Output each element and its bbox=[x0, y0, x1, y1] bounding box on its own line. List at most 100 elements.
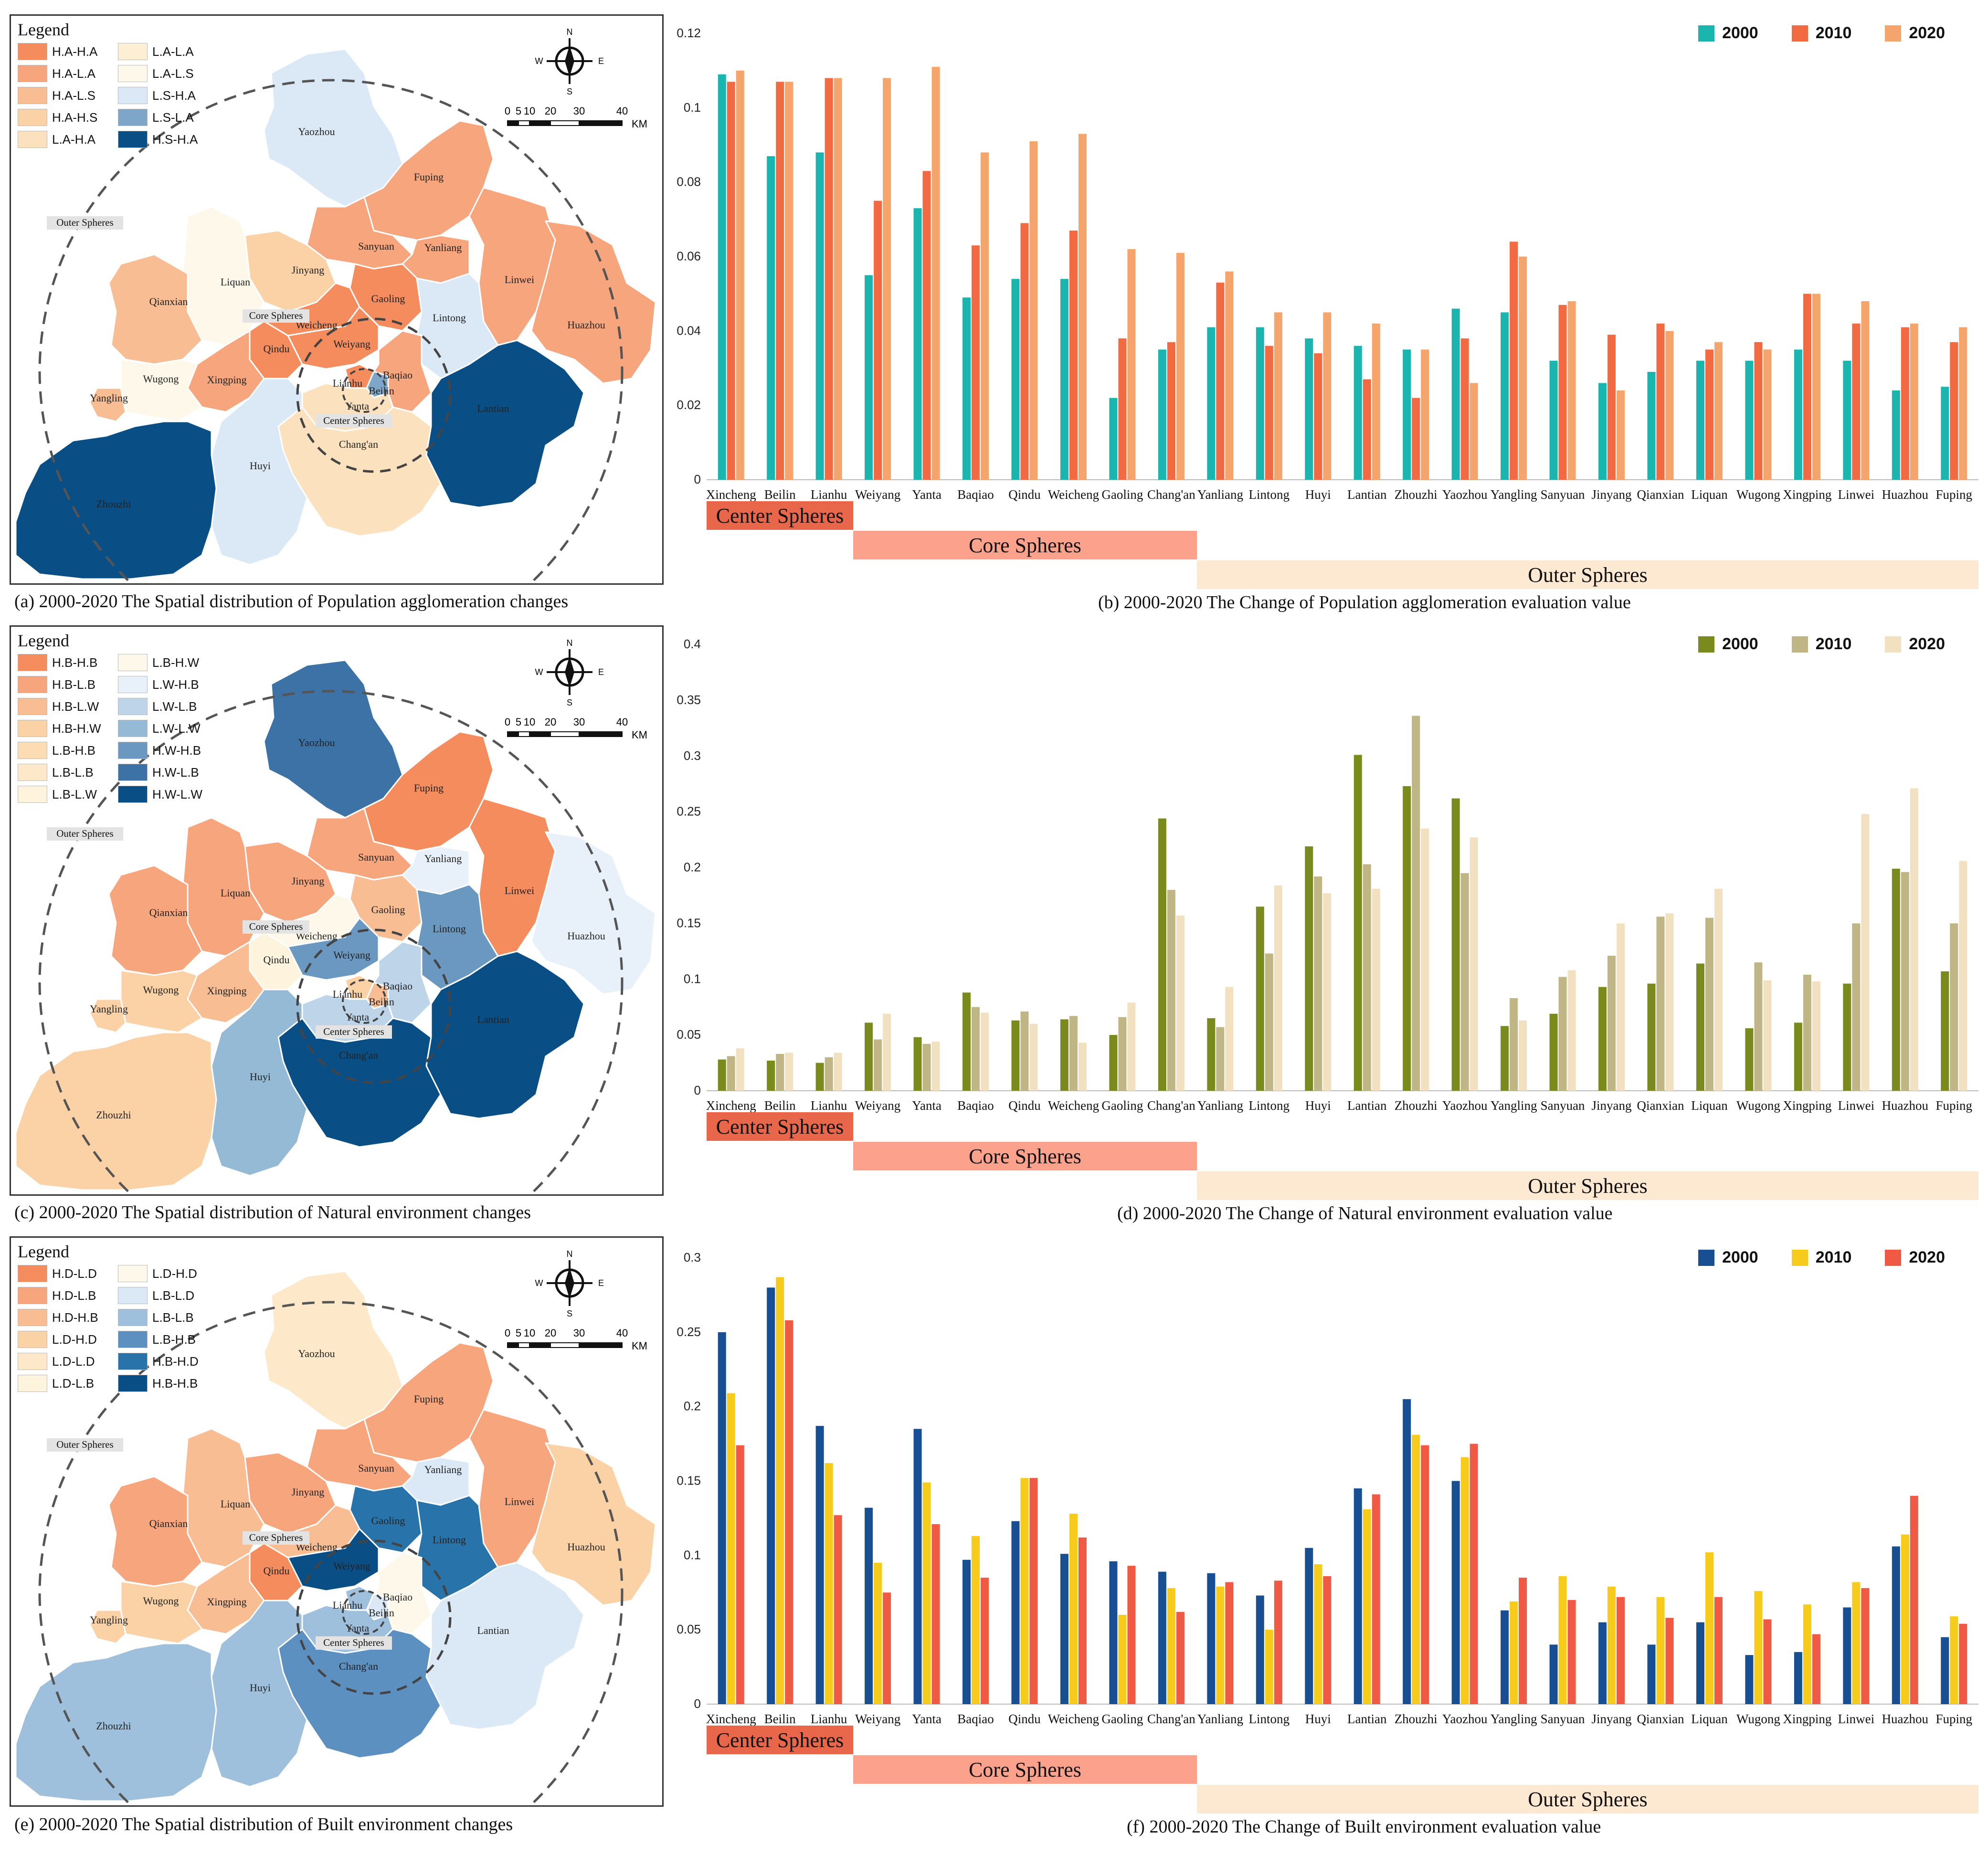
bar-2020 bbox=[1959, 861, 1967, 1091]
legend-swatch bbox=[118, 1375, 148, 1392]
bar-2020 bbox=[1617, 1597, 1625, 1704]
scale-segment bbox=[507, 1342, 519, 1348]
bar-2000 bbox=[1158, 1571, 1166, 1704]
legend-item: L.A-L.S bbox=[118, 64, 218, 83]
bar-2010 bbox=[1754, 962, 1763, 1091]
legend-series-label: 2020 bbox=[1909, 1248, 1945, 1266]
district-yangling bbox=[89, 1609, 127, 1644]
district-wugong bbox=[120, 1580, 203, 1644]
scale-tick: 5 bbox=[516, 105, 521, 117]
legend-series-label: 2020 bbox=[1909, 635, 1945, 653]
x-tick-label: Yaozhou bbox=[1442, 487, 1488, 502]
legend-label: H.A-L.S bbox=[52, 88, 96, 103]
bar-2010 bbox=[1510, 242, 1518, 480]
bar-2000 bbox=[1451, 798, 1460, 1091]
legend-item: L.A-L.A bbox=[118, 42, 218, 61]
y-tick-label: 0.3 bbox=[684, 748, 701, 763]
bar-2010 bbox=[874, 1562, 882, 1704]
bar-2010 bbox=[1412, 398, 1420, 480]
bar-2000 bbox=[1207, 1018, 1216, 1091]
district-zhouzhi bbox=[15, 1643, 217, 1802]
bar-2000 bbox=[1501, 1026, 1509, 1091]
district-label-zhouzhi: Zhouzhi bbox=[96, 1720, 131, 1732]
scale-unit: KM bbox=[632, 729, 647, 741]
compass-icon bbox=[547, 38, 592, 84]
scale-segment bbox=[550, 1342, 580, 1348]
x-tick-label: Chang'an bbox=[1147, 1098, 1195, 1113]
district-label-lantian: Lantian bbox=[477, 402, 509, 414]
scale-tick: 30 bbox=[573, 105, 585, 117]
legend-item: L.D-H.D bbox=[18, 1330, 118, 1348]
district-label-changan: Chang'an bbox=[339, 1660, 378, 1672]
compass-e: E bbox=[598, 56, 604, 66]
legend-item: H.B-H.D bbox=[118, 1352, 218, 1370]
district-label-weiyang: Weiyang bbox=[333, 1560, 370, 1572]
legend-item: H.A-H.A bbox=[18, 42, 118, 61]
district-label-yangling: Yangling bbox=[90, 1003, 128, 1015]
sphere-tag-bg bbox=[316, 1025, 392, 1039]
bar-2010 bbox=[1460, 338, 1469, 480]
legend-label: H.B-H.B bbox=[52, 655, 98, 670]
bar-2000 bbox=[1403, 1399, 1411, 1704]
x-tick-label: Sanyuan bbox=[1541, 1712, 1585, 1726]
y-tick-label: 0.4 bbox=[684, 637, 701, 651]
bar-2010 bbox=[1901, 1534, 1909, 1704]
y-tick-label: 0.04 bbox=[677, 323, 701, 337]
district-label-linwei: Linwei bbox=[505, 1496, 534, 1507]
outer-sphere-ring bbox=[38, 79, 624, 583]
bar-2020 bbox=[1176, 916, 1184, 1091]
district-yangling bbox=[89, 998, 127, 1033]
bar-2000 bbox=[718, 74, 726, 480]
legend-grid: H.D-L.D L.D-H.D H.D-L.B L.B-L.D H.D-H.B L.B-L… bbox=[18, 1264, 218, 1392]
legend-series-label: 2000 bbox=[1722, 24, 1758, 42]
district-label-huazhou: Huazhou bbox=[567, 1541, 605, 1553]
bar-2000 bbox=[1892, 868, 1900, 1091]
scale-segment bbox=[579, 731, 623, 737]
district-label-lianhu: Lianhu bbox=[333, 1599, 362, 1611]
x-tick-label: Fuping bbox=[1936, 1712, 1973, 1726]
bar-2020 bbox=[1714, 342, 1723, 480]
bar-2010 bbox=[727, 1056, 735, 1091]
x-tick-label: Fuping bbox=[1936, 487, 1973, 502]
chart-b-svg: 0 0.02 0.04 0.06 0.08 0.1 0.12 Xincheng Beilin Li… bbox=[677, 26, 1978, 502]
bar-2020 bbox=[883, 1013, 891, 1091]
x-tick-label: Lianhu bbox=[811, 1098, 847, 1113]
legend-label: L.D-H.D bbox=[52, 1332, 97, 1347]
bar-2010 bbox=[1314, 353, 1322, 480]
bar-2020 bbox=[736, 1445, 744, 1704]
bar-2020 bbox=[1078, 1537, 1087, 1704]
bar-2010 bbox=[1950, 923, 1958, 1091]
legend-label: L.A-H.A bbox=[52, 132, 96, 147]
bar-2010 bbox=[1803, 974, 1811, 1091]
bar-2020 bbox=[1078, 1043, 1087, 1091]
bar-2000 bbox=[718, 1059, 726, 1091]
bar-2020 bbox=[1029, 1023, 1038, 1091]
district-label-wugong: Wugong bbox=[143, 373, 179, 385]
bar-2010 bbox=[776, 1053, 784, 1091]
legend-swatch bbox=[1698, 25, 1715, 42]
district-fuping bbox=[363, 120, 494, 241]
bar-2020 bbox=[1959, 1623, 1967, 1704]
x-tick-label: Jinyang bbox=[1592, 487, 1632, 502]
bar-2000 bbox=[1549, 1644, 1558, 1704]
legend-label: L.S-H.A bbox=[152, 88, 196, 103]
legend-item: L.S-L.A bbox=[118, 108, 218, 126]
bar-2020 bbox=[1665, 331, 1674, 480]
bar-2000 bbox=[815, 1063, 824, 1091]
legend-label: H.D-L.D bbox=[52, 1266, 97, 1281]
district-huazhou bbox=[530, 831, 656, 995]
bar-2010 bbox=[1607, 1586, 1616, 1704]
sphere-tag-outer_spheres: Outer Spheres bbox=[56, 828, 114, 839]
district-label-fuping: Fuping bbox=[414, 171, 444, 183]
legend-label: L.D-L.B bbox=[52, 1376, 95, 1390]
y-tick-label: 0.25 bbox=[677, 1325, 701, 1339]
district-label-zhouzhi: Zhouzhi bbox=[96, 1109, 131, 1121]
bar-2010 bbox=[776, 82, 784, 480]
district-fuping bbox=[363, 1342, 494, 1463]
legend-label: H.W-L.W bbox=[152, 787, 202, 801]
x-tick-label: Linwei bbox=[1838, 1712, 1874, 1726]
district-label-sanyuan: Sanyuan bbox=[358, 240, 394, 252]
y-tick-label: 0.1 bbox=[684, 971, 701, 986]
legend-swatch bbox=[18, 698, 47, 715]
bar-2020 bbox=[1812, 1634, 1820, 1704]
